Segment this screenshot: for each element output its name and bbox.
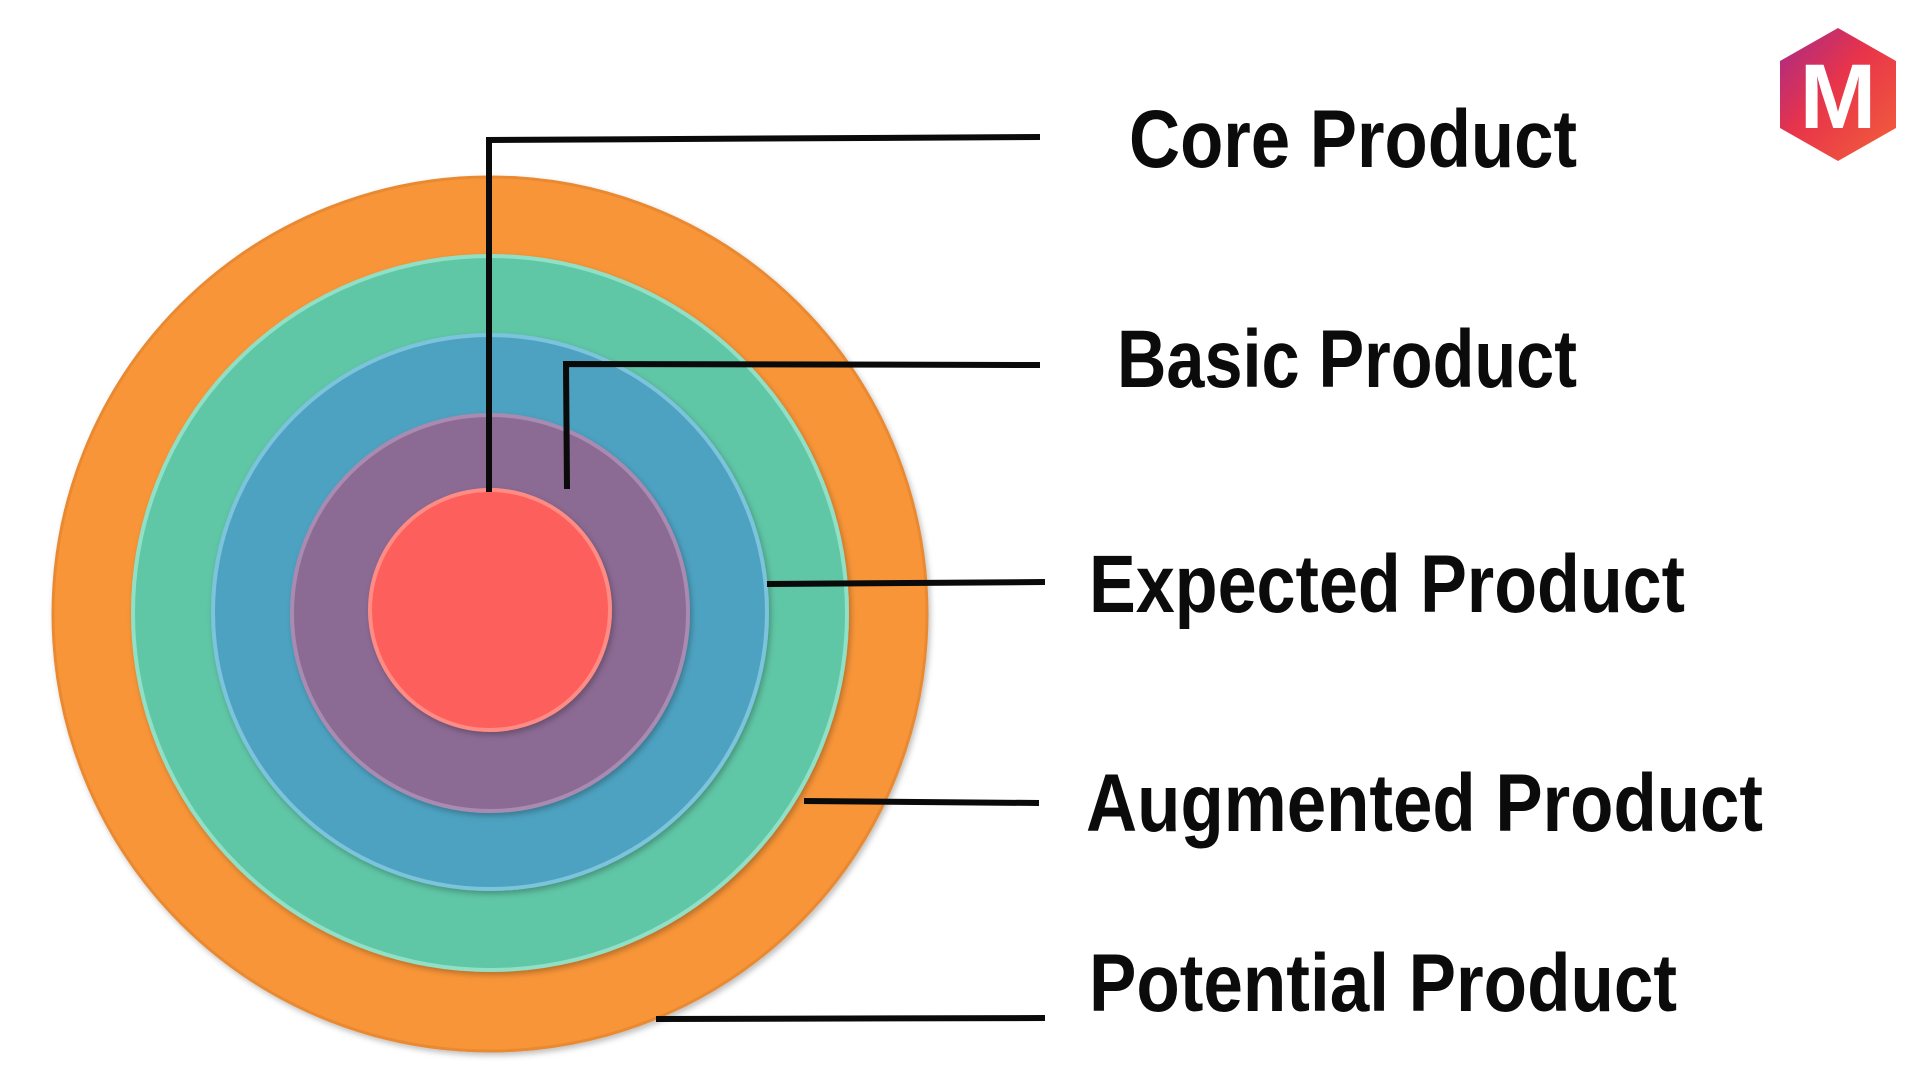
label-basic-product: Basic Product xyxy=(1117,314,1577,405)
brand-logo: M xyxy=(1780,28,1896,161)
leader-line-potential xyxy=(655,1015,1046,1022)
label-augmented-product: Augmented Product xyxy=(1086,758,1763,849)
leader-line-expected xyxy=(766,579,1046,587)
logo-hexagon-icon xyxy=(1780,28,1896,161)
logo-letter: M xyxy=(1800,46,1877,148)
leader-line-augmented xyxy=(803,798,1040,806)
leader-line-core xyxy=(486,134,1041,492)
label-expected-product: Expected Product xyxy=(1089,539,1685,630)
label-core-product: Core Product xyxy=(1129,94,1577,185)
leader-line-basic xyxy=(562,360,1041,490)
ring-core-product xyxy=(368,488,612,732)
label-potential-product: Potential Product xyxy=(1089,938,1677,1029)
